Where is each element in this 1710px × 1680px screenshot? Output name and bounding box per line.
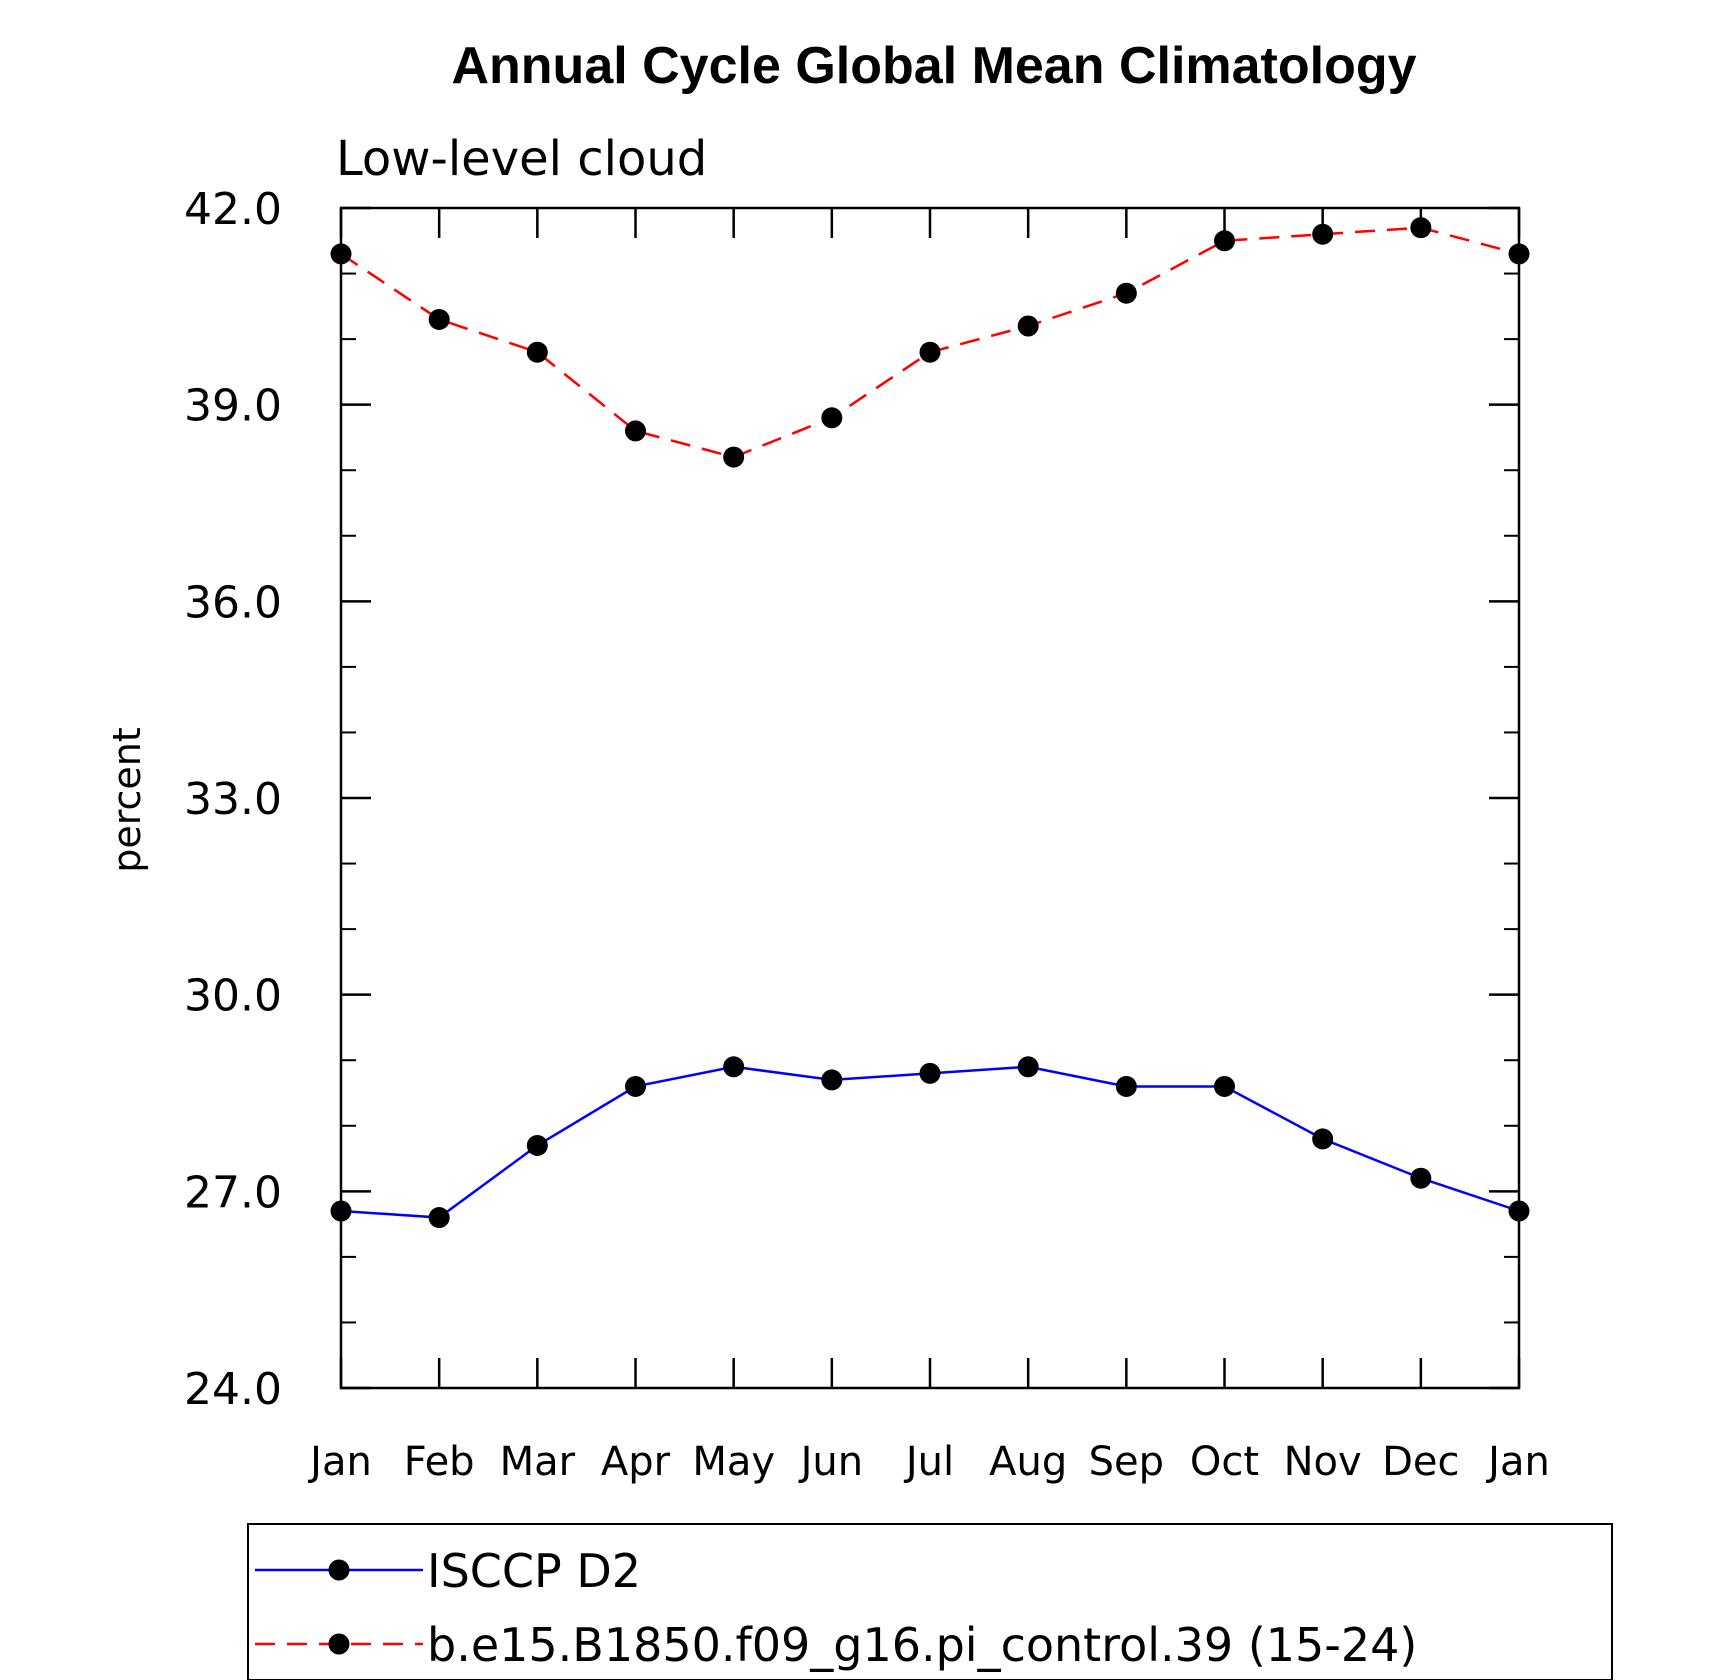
axis-ticks: Jan Feb Mar Apr May Jun Jul Aug Sep Oct Nov Dec Jan 2… — [184, 184, 1550, 1485]
x-tick-label: Aug — [989, 1439, 1067, 1485]
series-markers — [330, 217, 1530, 1229]
legend-label-1: ISCCP D2 — [427, 1544, 641, 1598]
x-tick-label: Oct — [1190, 1439, 1259, 1485]
data-point-s1-4 — [625, 1075, 646, 1097]
data-point-s1-13 — [1508, 1200, 1530, 1222]
data-point-s2-9 — [1115, 282, 1137, 304]
x-tick-label: Feb — [404, 1439, 475, 1485]
x-tick-label: Jun — [798, 1439, 864, 1485]
x-tick-label: Mar — [500, 1439, 576, 1485]
x-tick-label: Apr — [601, 1439, 671, 1485]
y-tick-label: 30.0 — [184, 971, 282, 1022]
data-point-s1-3 — [526, 1134, 548, 1156]
data-point-s1-12 — [1410, 1167, 1432, 1189]
data-point-s1-2 — [428, 1207, 450, 1229]
data-point-s2-11 — [1312, 223, 1334, 245]
legend-marker-1 — [328, 1559, 350, 1581]
y-tick-label: 36.0 — [184, 577, 282, 628]
data-point-s1-10 — [1214, 1075, 1235, 1097]
legend: ISCCP D2 b.e15.B1850.f09_g16.pi_control.3… — [255, 1544, 1417, 1672]
data-point-s2-6 — [821, 407, 843, 429]
data-point-s1-11 — [1312, 1128, 1334, 1150]
data-point-s1-9 — [1115, 1075, 1137, 1097]
chart-title: Annual Cycle Global Mean Climatology — [451, 37, 1416, 95]
x-tick-label: May — [692, 1439, 775, 1485]
data-point-s2-4 — [625, 420, 646, 442]
plot-frame — [339, 206, 1521, 1390]
data-point-s2-10 — [1214, 230, 1235, 252]
data-point-s1-1 — [330, 1200, 352, 1222]
y-axis-label: percent — [105, 727, 149, 873]
data-point-s2-5 — [723, 446, 745, 468]
x-tick-label: Dec — [1382, 1439, 1459, 1485]
data-point-s1-6 — [821, 1069, 843, 1091]
data-point-s1-8 — [1017, 1056, 1039, 1078]
data-point-s2-13 — [1508, 243, 1530, 265]
data-point-s2-3 — [526, 341, 548, 363]
x-tick-label: Nov — [1284, 1439, 1362, 1485]
series-line-1 — [340, 1065, 1520, 1219]
x-tick-label: Jan — [307, 1439, 372, 1485]
data-point-s2-12 — [1410, 217, 1432, 239]
legend-box — [247, 1523, 1613, 1680]
data-point-s1-7 — [919, 1062, 941, 1084]
data-point-s2-1 — [330, 243, 352, 265]
data-point-s2-8 — [1017, 315, 1039, 337]
legend-label-2: b.e15.B1850.f09_g16.pi_control.39 (15-24… — [427, 1618, 1417, 1672]
data-point-s2-2 — [428, 308, 450, 330]
x-tick-label: Sep — [1089, 1439, 1164, 1485]
legend-marker-2 — [328, 1633, 350, 1655]
y-tick-label: 24.0 — [184, 1364, 282, 1415]
data-point-s1-5 — [723, 1056, 745, 1078]
data-point-s2-7 — [919, 341, 941, 363]
y-tick-label: 42.0 — [184, 184, 282, 235]
x-tick-label: Jul — [903, 1439, 954, 1485]
y-tick-label: 39.0 — [184, 381, 282, 432]
x-tick-label: Jan — [1485, 1439, 1550, 1485]
y-tick-label: 33.0 — [184, 774, 282, 825]
y-tick-label: 27.0 — [184, 1167, 282, 1218]
chart-subtitle: Low-level cloud — [336, 131, 707, 187]
